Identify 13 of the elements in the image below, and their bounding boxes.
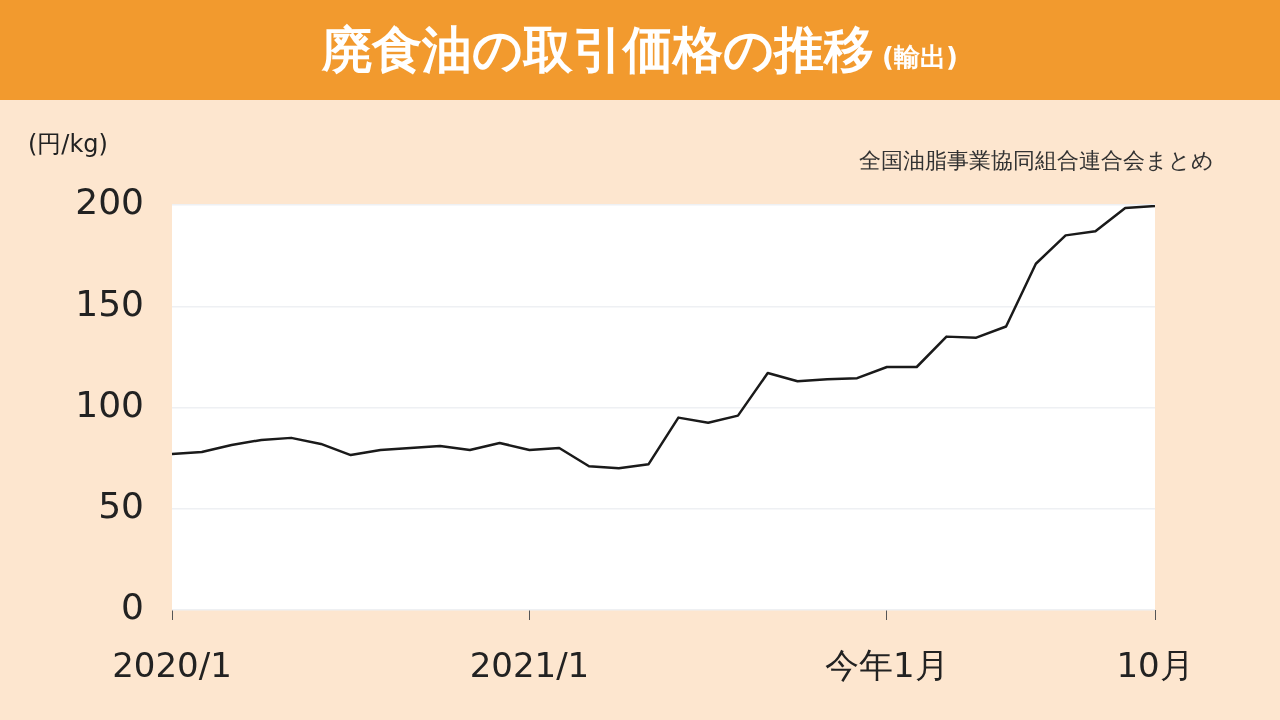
- y-axis-title: (円/kg): [28, 129, 108, 160]
- chart-subtitle: (輸出): [882, 40, 958, 74]
- y-tick-label: 200: [75, 181, 144, 223]
- x-tick-label: 2021/1: [469, 645, 590, 686]
- x-tick-label: 今年1月: [825, 645, 949, 686]
- y-tick-label: 50: [98, 485, 144, 527]
- x-tick-label: 10月: [1116, 645, 1194, 686]
- y-tick-label: 150: [75, 282, 144, 324]
- x-tick-label: 2020/1: [112, 645, 232, 686]
- chart-title: 廃食油の取引価格の推移: [322, 19, 875, 81]
- text: 全国油脂事業協同組合連合会まとめ: [859, 147, 1214, 175]
- y-tick-label: 0: [121, 586, 144, 628]
- y-tick-label: 100: [75, 383, 144, 425]
